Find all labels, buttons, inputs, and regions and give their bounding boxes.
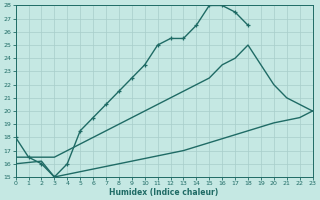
X-axis label: Humidex (Indice chaleur): Humidex (Indice chaleur) xyxy=(109,188,219,197)
